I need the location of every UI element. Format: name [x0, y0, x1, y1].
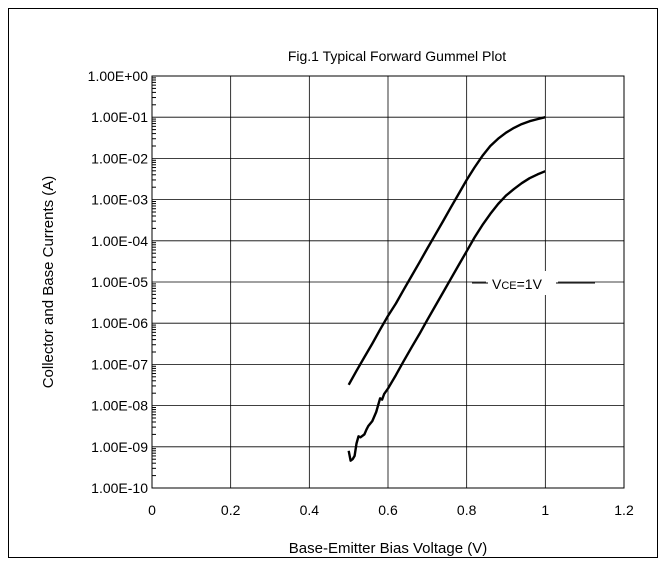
- plot-area-border: [151, 75, 625, 489]
- y-tick-label: 1.00E-06: [91, 315, 148, 331]
- x-tick-labels: 0 0.2 0.4 0.6 0.8 1 1.2: [148, 502, 634, 518]
- y-axis-title: Collector and Base Currents (A): [40, 176, 57, 389]
- x-tick-label: 0.6: [378, 502, 398, 518]
- annotation-background: [486, 271, 558, 295]
- y-tick-labels: 1.00E-10 1.00E-09 1.00E-08 1.00E-07 1.00E-06…: [88, 68, 149, 496]
- y-minor-ticks: [152, 77, 156, 477]
- vce-annotation-main: V: [492, 276, 502, 292]
- y-tick-label: 1.00E-03: [91, 192, 148, 208]
- y-tick-label: 1.00E-07: [91, 356, 148, 372]
- chart-frame: [8, 8, 658, 558]
- base-current-line: [347, 170, 546, 462]
- series-group: [347, 116, 546, 462]
- y-tick-label: 1.00E+00: [88, 68, 149, 84]
- chart-title: Fig.1 Typical Forward Gummel Plot: [288, 48, 506, 64]
- y-tick-label: 1.00E-05: [91, 274, 148, 290]
- y-tick-label: 1.00E-09: [91, 439, 148, 455]
- x-tick-label: 1.2: [614, 502, 634, 518]
- y-tick-label: 1.00E-10: [91, 480, 148, 496]
- x-tick-label: 0.4: [300, 502, 320, 518]
- x-tick-label: 0.8: [457, 502, 477, 518]
- vce-annotation-tail: =1V: [517, 276, 543, 292]
- y-tick-label: 1.00E-08: [91, 398, 148, 414]
- vce-annotation: VCE=1V: [492, 276, 543, 292]
- x-tick-label: 0: [148, 502, 156, 518]
- x-tick-label: 0.2: [221, 502, 241, 518]
- collector-current-line: [347, 116, 546, 386]
- y-tick-label: 1.00E-04: [91, 233, 148, 249]
- x-tick-label: 1: [541, 502, 549, 518]
- x-axis-title: Base-Emitter Bias Voltage (V): [289, 540, 487, 557]
- vce-annotation-sub: CE: [501, 280, 516, 292]
- y-tick-label: 1.00E-02: [91, 150, 148, 166]
- y-tick-label: 1.00E-01: [91, 109, 148, 125]
